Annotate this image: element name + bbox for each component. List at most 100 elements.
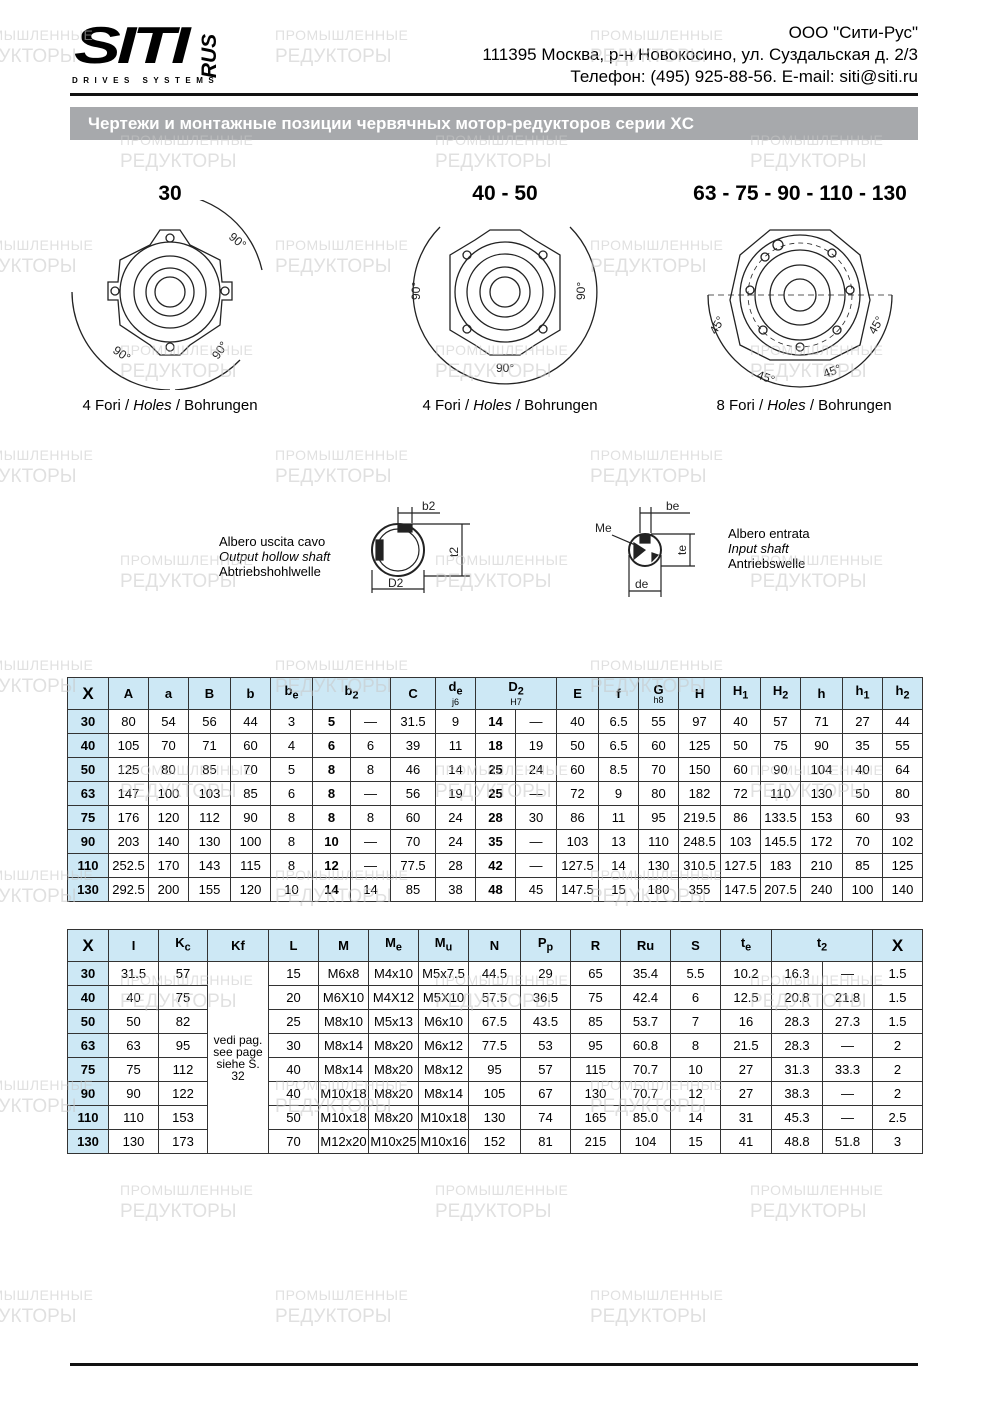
table-cell: 147.5 <box>556 877 600 902</box>
table-cell: 75 <box>67 1057 109 1082</box>
table-cell: — <box>822 1033 873 1058</box>
dim-label: te <box>675 545 689 555</box>
watermark-line: РЕДУКТОРЫ <box>275 466 392 487</box>
table-cell: 104 <box>800 757 844 782</box>
header-text: S <box>691 938 700 953</box>
company-name: ООО "Сити-Рус" <box>788 23 918 42</box>
table-cell: 6 <box>270 781 313 806</box>
table-cell: 143 <box>188 853 231 878</box>
table-cell: 80 <box>638 781 680 806</box>
table-cell: 82 <box>158 1009 208 1034</box>
table-cell: 67.5 <box>468 1009 521 1034</box>
table-cell: 60 <box>390 805 437 830</box>
table-cell: 10 <box>270 877 313 902</box>
watermark-line: ПРОМЫШЛЕННЫЕ <box>590 447 724 463</box>
table-cell: 219.5 <box>678 805 722 830</box>
header-text: H <box>732 683 743 699</box>
header-cell: Kf <box>207 929 269 962</box>
table-cell: 10.2 <box>720 961 772 986</box>
table-cell: 33.3 <box>822 1057 873 1082</box>
table-cell: — <box>515 709 558 734</box>
drawing-30: 90° 90° 90° <box>71 200 263 390</box>
angle-label: 45° <box>821 361 843 380</box>
table-cell: 50 <box>67 1009 109 1034</box>
table-cell: 8 <box>670 1033 721 1058</box>
table-cell: 112 <box>188 805 231 830</box>
angle-label: 90° <box>574 282 588 300</box>
kf-note-line: see page <box>213 1044 263 1059</box>
table-cell: 93 <box>882 805 924 830</box>
watermark-line: РЕДУКТОРЫ <box>590 1306 707 1327</box>
header-sub: 1 <box>863 689 870 702</box>
table-cell: 4 <box>270 733 313 758</box>
table-cell: 292.5 <box>108 877 149 902</box>
header-text: P <box>537 935 547 951</box>
table-cell: 53 <box>520 1033 571 1058</box>
header-cell: b2 <box>311 677 392 710</box>
table-cell: M8x10 <box>318 1009 369 1034</box>
header-cell: E <box>556 677 600 710</box>
table-cell: 130 <box>800 781 844 806</box>
watermark: ПРОМЫШЛЕННЫЕ РЕДУКТОРЫ <box>435 1180 568 1222</box>
header-text: N <box>489 938 500 953</box>
table-cell: 173 <box>158 1129 208 1154</box>
table-cell: — <box>349 853 392 878</box>
header-cell: D2 H7 <box>475 677 558 710</box>
table-cell: 44 <box>230 709 271 734</box>
table-cell: 2.5 <box>872 1105 923 1130</box>
table-cell: 9 <box>598 781 640 806</box>
header-cell: te <box>720 929 772 962</box>
table-cell: 30 <box>67 961 109 986</box>
table-cell: 63 <box>67 1033 109 1058</box>
watermark-line: РЕДУКТОРЫ <box>0 466 77 487</box>
table-cell: 11 <box>598 805 640 830</box>
table-cell: 18 <box>475 733 517 758</box>
table-cell: 40 <box>720 709 762 734</box>
table-cell: 90 <box>760 757 802 782</box>
table-cell: 50 <box>268 1105 319 1130</box>
header-cell: A <box>108 677 149 710</box>
table-cell: 90 <box>67 829 109 854</box>
table-cell: 7 <box>670 1009 721 1034</box>
table-cell: 3 <box>872 1129 923 1154</box>
table-cell: 6 <box>349 733 392 758</box>
table-cell: 125 <box>108 757 149 782</box>
table-cell: — <box>822 1081 873 1106</box>
table-cell: 24 <box>435 805 477 830</box>
table-cell: 31.5 <box>390 709 437 734</box>
table-cell: 21.8 <box>822 985 873 1010</box>
table-cell: 57.5 <box>468 985 521 1010</box>
header-cell: a <box>148 677 189 710</box>
header-cell: Mu <box>418 929 469 962</box>
header-cell: h <box>800 677 844 710</box>
drawing-label: 63 - 75 - 90 - 110 - 130 <box>693 182 907 205</box>
table-cell: 16 <box>720 1009 772 1034</box>
dim-label: Me <box>595 521 612 535</box>
table-cell: 67 <box>520 1081 571 1106</box>
table-cell: 77.5 <box>468 1033 521 1058</box>
table-row: 50 50 82 25 M8x10 M5x13 M6x10 67.5 43.5 85 53.7 7 16… <box>67 1009 923 1034</box>
table-cell: 70 <box>230 757 271 782</box>
header-sub: 2 <box>903 689 910 702</box>
table-cell: 8 <box>349 805 392 830</box>
table-cell: — <box>349 829 392 854</box>
header-cell: Me <box>368 929 419 962</box>
table-cell: 43.5 <box>520 1009 571 1034</box>
header-cell: I <box>108 929 159 962</box>
table-cell: 1.5 <box>872 961 923 986</box>
header-cell: N <box>468 929 521 962</box>
caption-text: Holes <box>133 397 172 414</box>
table-cell: 13 <box>598 829 640 854</box>
table-cell: 27 <box>720 1081 772 1106</box>
table-cell: 103 <box>556 829 600 854</box>
table-cell: 60 <box>230 733 271 758</box>
table-cell: 40 <box>842 757 884 782</box>
table-cell: 46 <box>390 757 437 782</box>
table-row: 75 176 120 112 90 8 8 8 60 24 28 30 86 11 95 219.5 86 133… <box>67 805 924 830</box>
table-cell: 155 <box>188 877 231 902</box>
table-cell: 48.8 <box>771 1129 823 1154</box>
desc-line: Albero entrata <box>728 526 810 541</box>
table-cell: 31.3 <box>771 1057 823 1082</box>
